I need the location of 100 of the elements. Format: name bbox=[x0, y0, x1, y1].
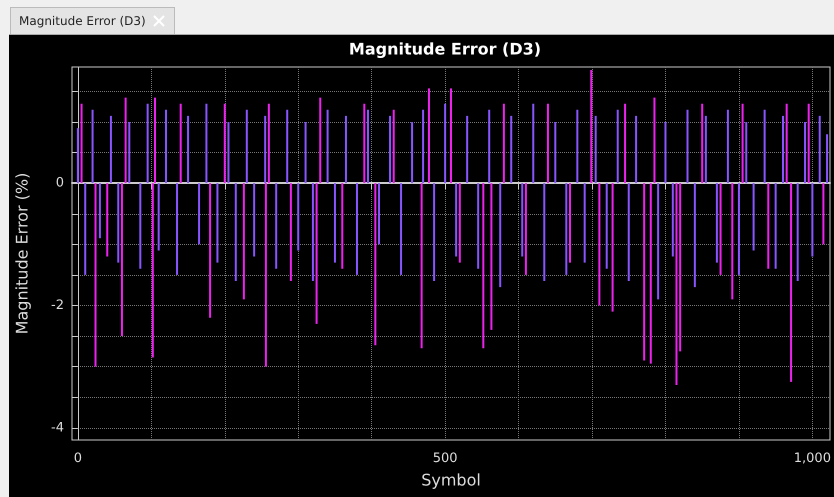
bar bbox=[826, 134, 828, 184]
bar bbox=[124, 98, 127, 184]
bar bbox=[731, 183, 734, 300]
bar bbox=[253, 183, 256, 257]
y-tick-label: 0 bbox=[56, 176, 64, 191]
bar bbox=[546, 104, 549, 184]
chart-title: Magnitude Error (D3) bbox=[348, 40, 542, 58]
bar bbox=[297, 183, 300, 250]
bar bbox=[653, 98, 656, 184]
bar bbox=[704, 116, 707, 184]
x-tick-label: 1,000 bbox=[794, 451, 831, 466]
bar bbox=[428, 88, 430, 184]
bar bbox=[392, 110, 395, 184]
bar bbox=[180, 104, 182, 184]
bar bbox=[450, 88, 452, 184]
bar bbox=[726, 110, 729, 184]
bar bbox=[165, 110, 168, 184]
bar bbox=[716, 183, 718, 263]
bar bbox=[455, 183, 458, 257]
bar bbox=[686, 110, 689, 184]
bar bbox=[488, 110, 490, 184]
bar bbox=[822, 183, 824, 244]
bar bbox=[146, 104, 149, 184]
bar bbox=[612, 183, 614, 312]
bar bbox=[216, 183, 218, 263]
bar bbox=[628, 183, 630, 282]
bar bbox=[187, 116, 190, 184]
bar bbox=[576, 110, 578, 184]
bar bbox=[554, 122, 556, 184]
x-axis-title: Symbol bbox=[421, 470, 481, 490]
bar bbox=[94, 183, 97, 367]
bar bbox=[643, 183, 646, 361]
bar bbox=[565, 183, 568, 275]
bar bbox=[524, 183, 527, 275]
bar bbox=[584, 183, 586, 263]
bar bbox=[650, 183, 652, 364]
bar bbox=[790, 183, 792, 382]
bar bbox=[319, 98, 322, 184]
bar bbox=[128, 122, 130, 184]
bar bbox=[224, 104, 226, 184]
bar bbox=[234, 183, 237, 282]
bar bbox=[312, 183, 314, 282]
bar bbox=[804, 122, 806, 184]
bar bbox=[502, 104, 505, 184]
bar bbox=[818, 116, 821, 184]
bar bbox=[811, 183, 814, 257]
bar bbox=[694, 183, 696, 288]
bar bbox=[510, 116, 512, 184]
bar bbox=[499, 183, 502, 288]
x-tick-label: 0 bbox=[74, 451, 82, 466]
bar bbox=[334, 183, 336, 263]
bar bbox=[374, 183, 376, 346]
bar bbox=[120, 183, 123, 336]
bar bbox=[158, 183, 160, 250]
bar bbox=[590, 70, 592, 184]
bar bbox=[268, 104, 270, 184]
bar bbox=[290, 183, 292, 282]
bar bbox=[227, 122, 230, 184]
bar bbox=[606, 183, 608, 269]
bar bbox=[264, 116, 266, 184]
bar bbox=[286, 110, 288, 184]
bar bbox=[521, 183, 524, 257]
bar bbox=[139, 183, 142, 269]
y-axis-title: Magnitude Error (%) bbox=[12, 172, 32, 334]
bar bbox=[616, 110, 619, 184]
bar bbox=[782, 116, 784, 184]
bar bbox=[808, 104, 810, 184]
bar bbox=[106, 183, 108, 257]
bar bbox=[117, 183, 120, 263]
bar bbox=[720, 183, 722, 275]
bar bbox=[752, 183, 755, 250]
bar bbox=[532, 104, 534, 184]
bar bbox=[316, 183, 318, 324]
bar bbox=[400, 183, 402, 275]
bar bbox=[378, 183, 380, 244]
bar bbox=[389, 116, 392, 184]
bar bbox=[420, 183, 423, 348]
y-tick-label: -4 bbox=[51, 420, 64, 436]
bar bbox=[675, 183, 678, 385]
bar bbox=[745, 122, 748, 184]
bar bbox=[672, 183, 674, 257]
bar bbox=[433, 183, 436, 282]
bar bbox=[701, 104, 704, 184]
bar bbox=[444, 104, 446, 184]
bar bbox=[738, 183, 740, 275]
bar bbox=[482, 183, 484, 348]
bar bbox=[598, 183, 600, 306]
bar bbox=[796, 183, 799, 282]
bar bbox=[198, 183, 200, 244]
bar bbox=[84, 183, 86, 275]
bar bbox=[92, 110, 94, 184]
bar bbox=[568, 183, 571, 263]
bar bbox=[458, 183, 461, 263]
bar bbox=[356, 183, 358, 275]
bar bbox=[363, 104, 366, 184]
bar bbox=[326, 110, 329, 184]
x-tick-label: 500 bbox=[432, 451, 458, 466]
bar bbox=[764, 110, 766, 184]
bar bbox=[205, 104, 208, 184]
bar bbox=[344, 116, 347, 184]
